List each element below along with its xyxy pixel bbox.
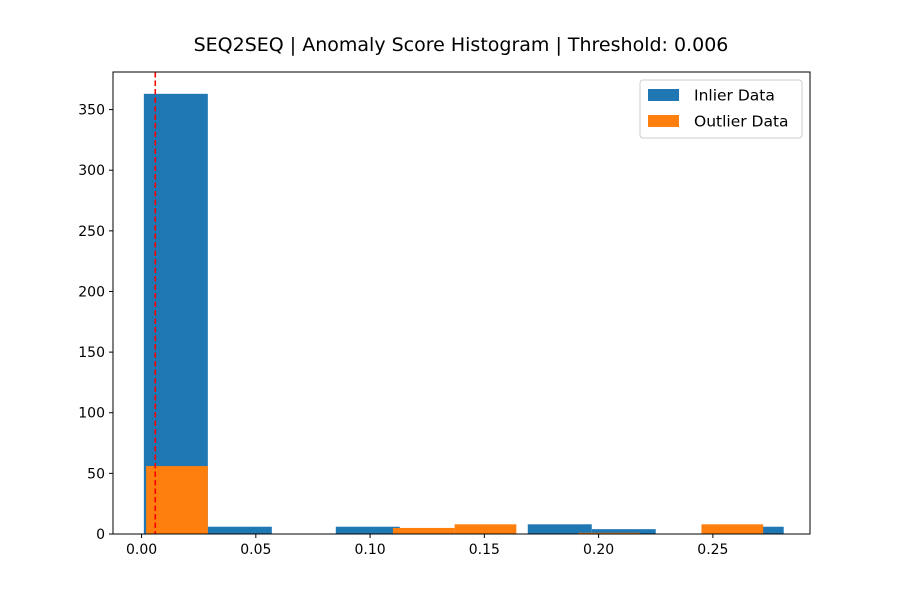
y-tick-label: 150 [78,345,105,361]
inlier-bar-2 [335,526,400,534]
y-tick-label: 250 [78,224,105,240]
outlier-bar-0 [146,466,208,534]
y-tick-label: 50 [87,466,105,482]
y-tick-label: 100 [78,406,105,422]
outlier-bar-2 [454,524,517,534]
chart-title: SEQ2SEQ | Anomaly Score Histogram | Thre… [194,34,729,56]
y-axis-ticks: 0 50 100 150 200 250 300 350 [78,103,113,543]
outlier-bar-4 [701,524,764,534]
legend-label-inlier: Inlier Data [694,87,775,105]
x-tick-label: 0.10 [355,542,386,558]
legend-swatch-outlier [648,115,679,127]
legend: Inlier Data Outlier Data [639,79,803,139]
y-tick-label: 0 [96,527,105,543]
plot-frame [112,71,811,535]
outlier-bar-1 [392,527,455,534]
x-tick-label: 0.00 [126,542,157,558]
x-tick-label: 0.25 [697,542,728,558]
x-axis-ticks: 0.00 0.05 0.10 0.15 0.20 0.25 [126,534,728,558]
legend-box [639,79,803,139]
y-tick-label: 300 [78,163,105,179]
legend-label-outlier: Outlier Data [694,113,789,131]
inlier-bar-3 [527,524,592,534]
x-tick-label: 0.15 [469,542,500,558]
y-tick-label: 350 [78,103,105,119]
outlier-bar-3 [578,532,640,534]
x-tick-label: 0.05 [240,542,271,558]
legend-swatch-inlier [648,89,679,101]
x-tick-label: 0.20 [583,542,614,558]
bars-layer [143,93,784,534]
inlier-bar-4 [591,529,656,534]
inlier-bar-1 [207,526,272,534]
y-tick-label: 200 [78,284,105,300]
